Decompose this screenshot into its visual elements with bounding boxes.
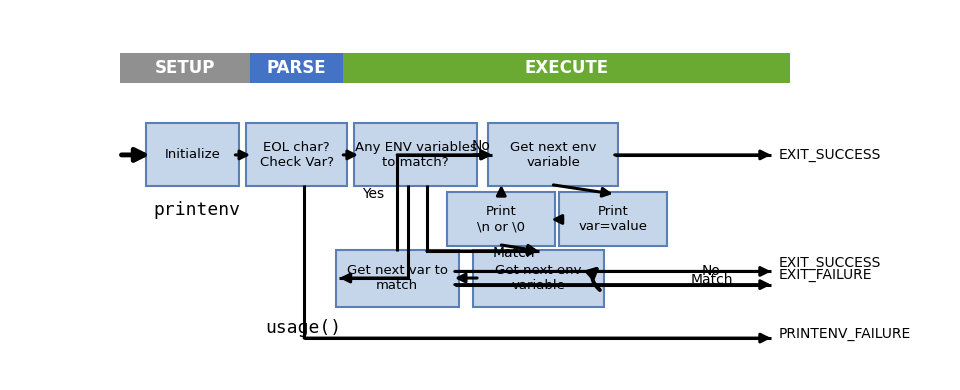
- FancyBboxPatch shape: [354, 123, 477, 186]
- FancyBboxPatch shape: [447, 192, 555, 246]
- Text: Match: Match: [690, 273, 732, 287]
- FancyBboxPatch shape: [473, 250, 604, 307]
- Text: EXECUTE: EXECUTE: [524, 59, 609, 77]
- Text: Any ENV variables
to match?: Any ENV variables to match?: [355, 141, 477, 169]
- FancyBboxPatch shape: [344, 53, 789, 83]
- Text: Match: Match: [493, 246, 536, 260]
- Text: Print
\n or \0: Print \n or \0: [477, 206, 525, 234]
- Text: PARSE: PARSE: [267, 59, 326, 77]
- Text: Get next env
variable: Get next env variable: [510, 141, 596, 169]
- Text: SETUP: SETUP: [155, 59, 215, 77]
- Text: Initialize: Initialize: [164, 149, 221, 161]
- Text: printenv: printenv: [154, 202, 240, 220]
- Text: EXIT_SUCCESS: EXIT_SUCCESS: [779, 148, 881, 162]
- Text: Get next var to
match: Get next var to match: [347, 264, 447, 292]
- FancyBboxPatch shape: [489, 123, 618, 186]
- Text: EXIT_SUCCESS: EXIT_SUCCESS: [779, 256, 881, 270]
- FancyBboxPatch shape: [146, 123, 239, 186]
- FancyBboxPatch shape: [336, 250, 459, 307]
- Text: PRINTENV_FAILURE: PRINTENV_FAILURE: [779, 328, 911, 342]
- Text: Yes: Yes: [362, 187, 384, 201]
- Text: No: No: [471, 139, 491, 153]
- FancyBboxPatch shape: [559, 192, 667, 246]
- FancyBboxPatch shape: [120, 53, 251, 83]
- Text: No: No: [702, 264, 721, 278]
- FancyBboxPatch shape: [251, 53, 344, 83]
- Text: EOL char?
Check Var?: EOL char? Check Var?: [260, 141, 334, 169]
- Text: Get next env
variable: Get next env variable: [495, 264, 582, 292]
- FancyBboxPatch shape: [247, 123, 347, 186]
- Text: EXIT_FAILURE: EXIT_FAILURE: [779, 268, 872, 282]
- Text: usage(): usage(): [265, 319, 341, 337]
- Text: Print
var=value: Print var=value: [578, 206, 647, 234]
